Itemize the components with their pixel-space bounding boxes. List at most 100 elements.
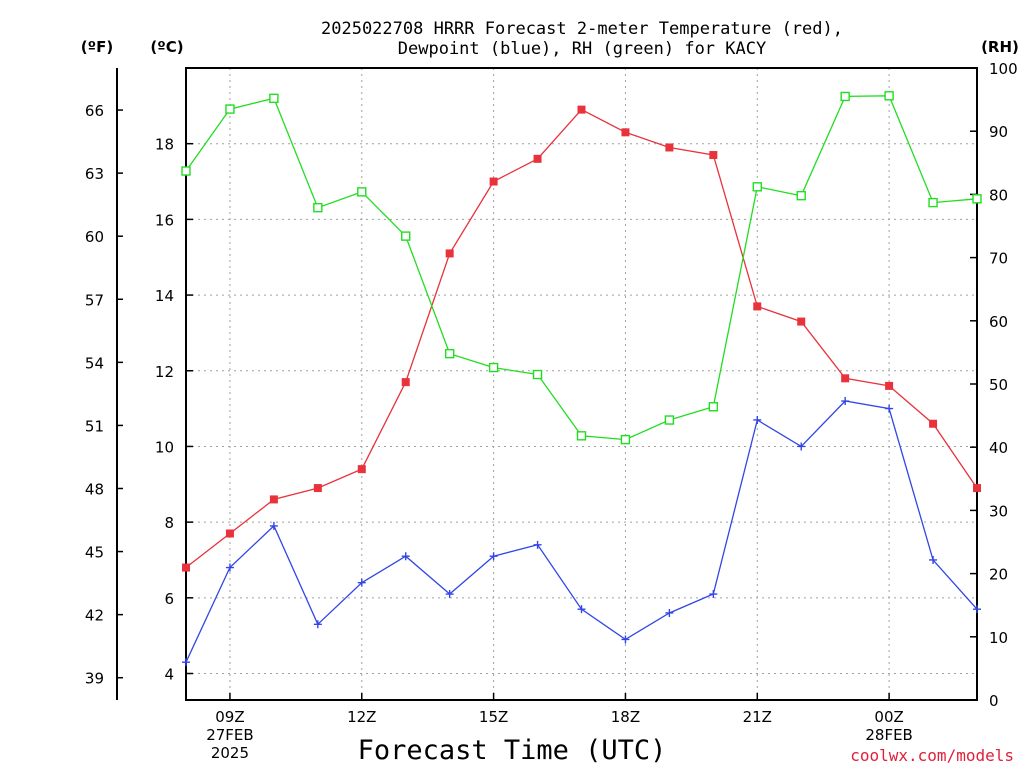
temperature-line (185, 108, 978, 569)
rh-point (664, 415, 675, 425)
fahrenheit-tick-label: 57 (85, 291, 104, 309)
chart-title-line1: 2025022708 HRRR Forecast 2-meter Tempera… (321, 19, 843, 39)
rh-tick-label: 50 (989, 376, 1008, 394)
rh-point (752, 182, 762, 192)
dewpoint-point (357, 578, 366, 587)
rh-point (357, 187, 367, 197)
dewpoint-point (225, 563, 234, 572)
x-tick-label: 28FEB (865, 726, 912, 744)
temperature-point (621, 128, 630, 137)
dewpoint-point (753, 415, 762, 424)
rh-point (225, 104, 235, 114)
dewpoint-point (489, 552, 498, 561)
celsius-unit-label: (ºC) (150, 38, 183, 56)
fahrenheit-tick-label: 45 (85, 544, 104, 562)
rh-tick-label: 80 (989, 186, 1008, 204)
dewpoint-point (665, 608, 674, 617)
x-tick-label: 18Z (611, 708, 640, 726)
temperature-point (797, 317, 806, 326)
rh-point (444, 348, 455, 359)
rh-tick-label: 100 (989, 60, 1018, 78)
dewpoint-point (973, 605, 981, 614)
dewpoint-point (929, 555, 938, 564)
dewpoint-point (841, 397, 850, 406)
temperature-point (225, 529, 234, 538)
rh-tick-label: 40 (989, 439, 1008, 457)
rh-point (181, 166, 191, 176)
rh-unit-label: (RH) (981, 38, 1019, 56)
temperature-point (753, 302, 762, 311)
temperature-point (885, 381, 894, 390)
x-tick-label: 15Z (479, 708, 508, 726)
temperature-point (973, 484, 981, 493)
rh-point (488, 362, 499, 373)
temperature-point (577, 105, 586, 114)
temperature-point (445, 249, 454, 258)
fahrenheit-tick-label: 48 (85, 480, 104, 498)
x-tick-label: 00Z (874, 708, 903, 726)
dewpoint-point (269, 521, 278, 530)
rh-tick-label: 90 (989, 123, 1008, 141)
rh-point (532, 369, 543, 380)
temperature-point (401, 378, 410, 387)
fahrenheit-tick-label: 39 (85, 670, 104, 688)
dewpoint-point (621, 635, 630, 644)
rh-point (840, 91, 850, 102)
celsius-tick-label: 18 (155, 136, 174, 154)
temperature-point (841, 374, 850, 383)
x-tick-label: 12Z (347, 708, 376, 726)
temperature-point (929, 419, 938, 428)
fahrenheit-tick-label: 66 (85, 102, 104, 120)
rh-point (884, 91, 894, 101)
x-axis-label: Forecast Time (UTC) (358, 735, 667, 766)
chart-title-line2: Dewpoint (blue), RH (green) for KACY (398, 39, 766, 59)
temperature-point (269, 495, 278, 504)
fahrenheit-unit-label: (ºF) (81, 38, 113, 56)
dewpoint-point (797, 442, 806, 451)
dewpoint-point (445, 590, 454, 599)
celsius-tick-label: 6 (164, 590, 174, 608)
temperature-point (313, 484, 322, 493)
x-tick-label: 21Z (743, 708, 772, 726)
rh-tick-label: 70 (989, 250, 1008, 268)
rh-point (972, 194, 982, 204)
fahrenheit-tick-label: 42 (85, 607, 104, 625)
rh-point (313, 202, 323, 213)
rh-tick-label: 20 (989, 566, 1008, 584)
rh-tick-label: 30 (989, 502, 1008, 520)
temperature-point (709, 151, 718, 160)
fahrenheit-tick-label: 63 (85, 165, 104, 183)
fahrenheit-tick-label: 54 (85, 354, 104, 372)
x-tick-label: 2025 (211, 744, 249, 762)
dewpoint-point (313, 620, 322, 629)
celsius-tick-label: 10 (155, 438, 174, 456)
celsius-tick-label: 12 (155, 363, 174, 381)
temperature-point (357, 465, 366, 474)
rh-point (269, 93, 279, 104)
celsius-tick-label: 16 (155, 211, 174, 229)
tick-labels: 39 42 45 48 51 54 57 60 63 66 4 6 8 10 12 14 16 18 0 10 20 30… (85, 60, 1018, 762)
rh-tick-label: 10 (989, 629, 1008, 647)
rh-point (796, 190, 806, 201)
dewpoint-point (182, 658, 190, 667)
celsius-tick-label: 4 (164, 666, 174, 684)
credit-text: coolwx.com/models (850, 746, 1014, 765)
rh-tick-label: 60 (989, 313, 1008, 331)
x-tick-label: 27FEB (206, 726, 253, 744)
temperature-point (533, 154, 542, 163)
temperature-point (489, 177, 498, 186)
dewpoint-point (577, 605, 586, 614)
rh-point (620, 434, 631, 445)
rh-line (185, 95, 978, 441)
rh-tick-label: 0 (989, 692, 999, 710)
dewpoint-point (533, 540, 542, 549)
axes (116, 67, 978, 701)
fahrenheit-tick-label: 60 (85, 228, 104, 246)
temperature-point (182, 563, 190, 572)
celsius-tick-label: 14 (155, 287, 174, 305)
celsius-tick-label: 8 (164, 514, 174, 532)
temperature-point (665, 143, 674, 152)
dewpoint-point (401, 552, 410, 561)
rh-point (576, 431, 587, 441)
